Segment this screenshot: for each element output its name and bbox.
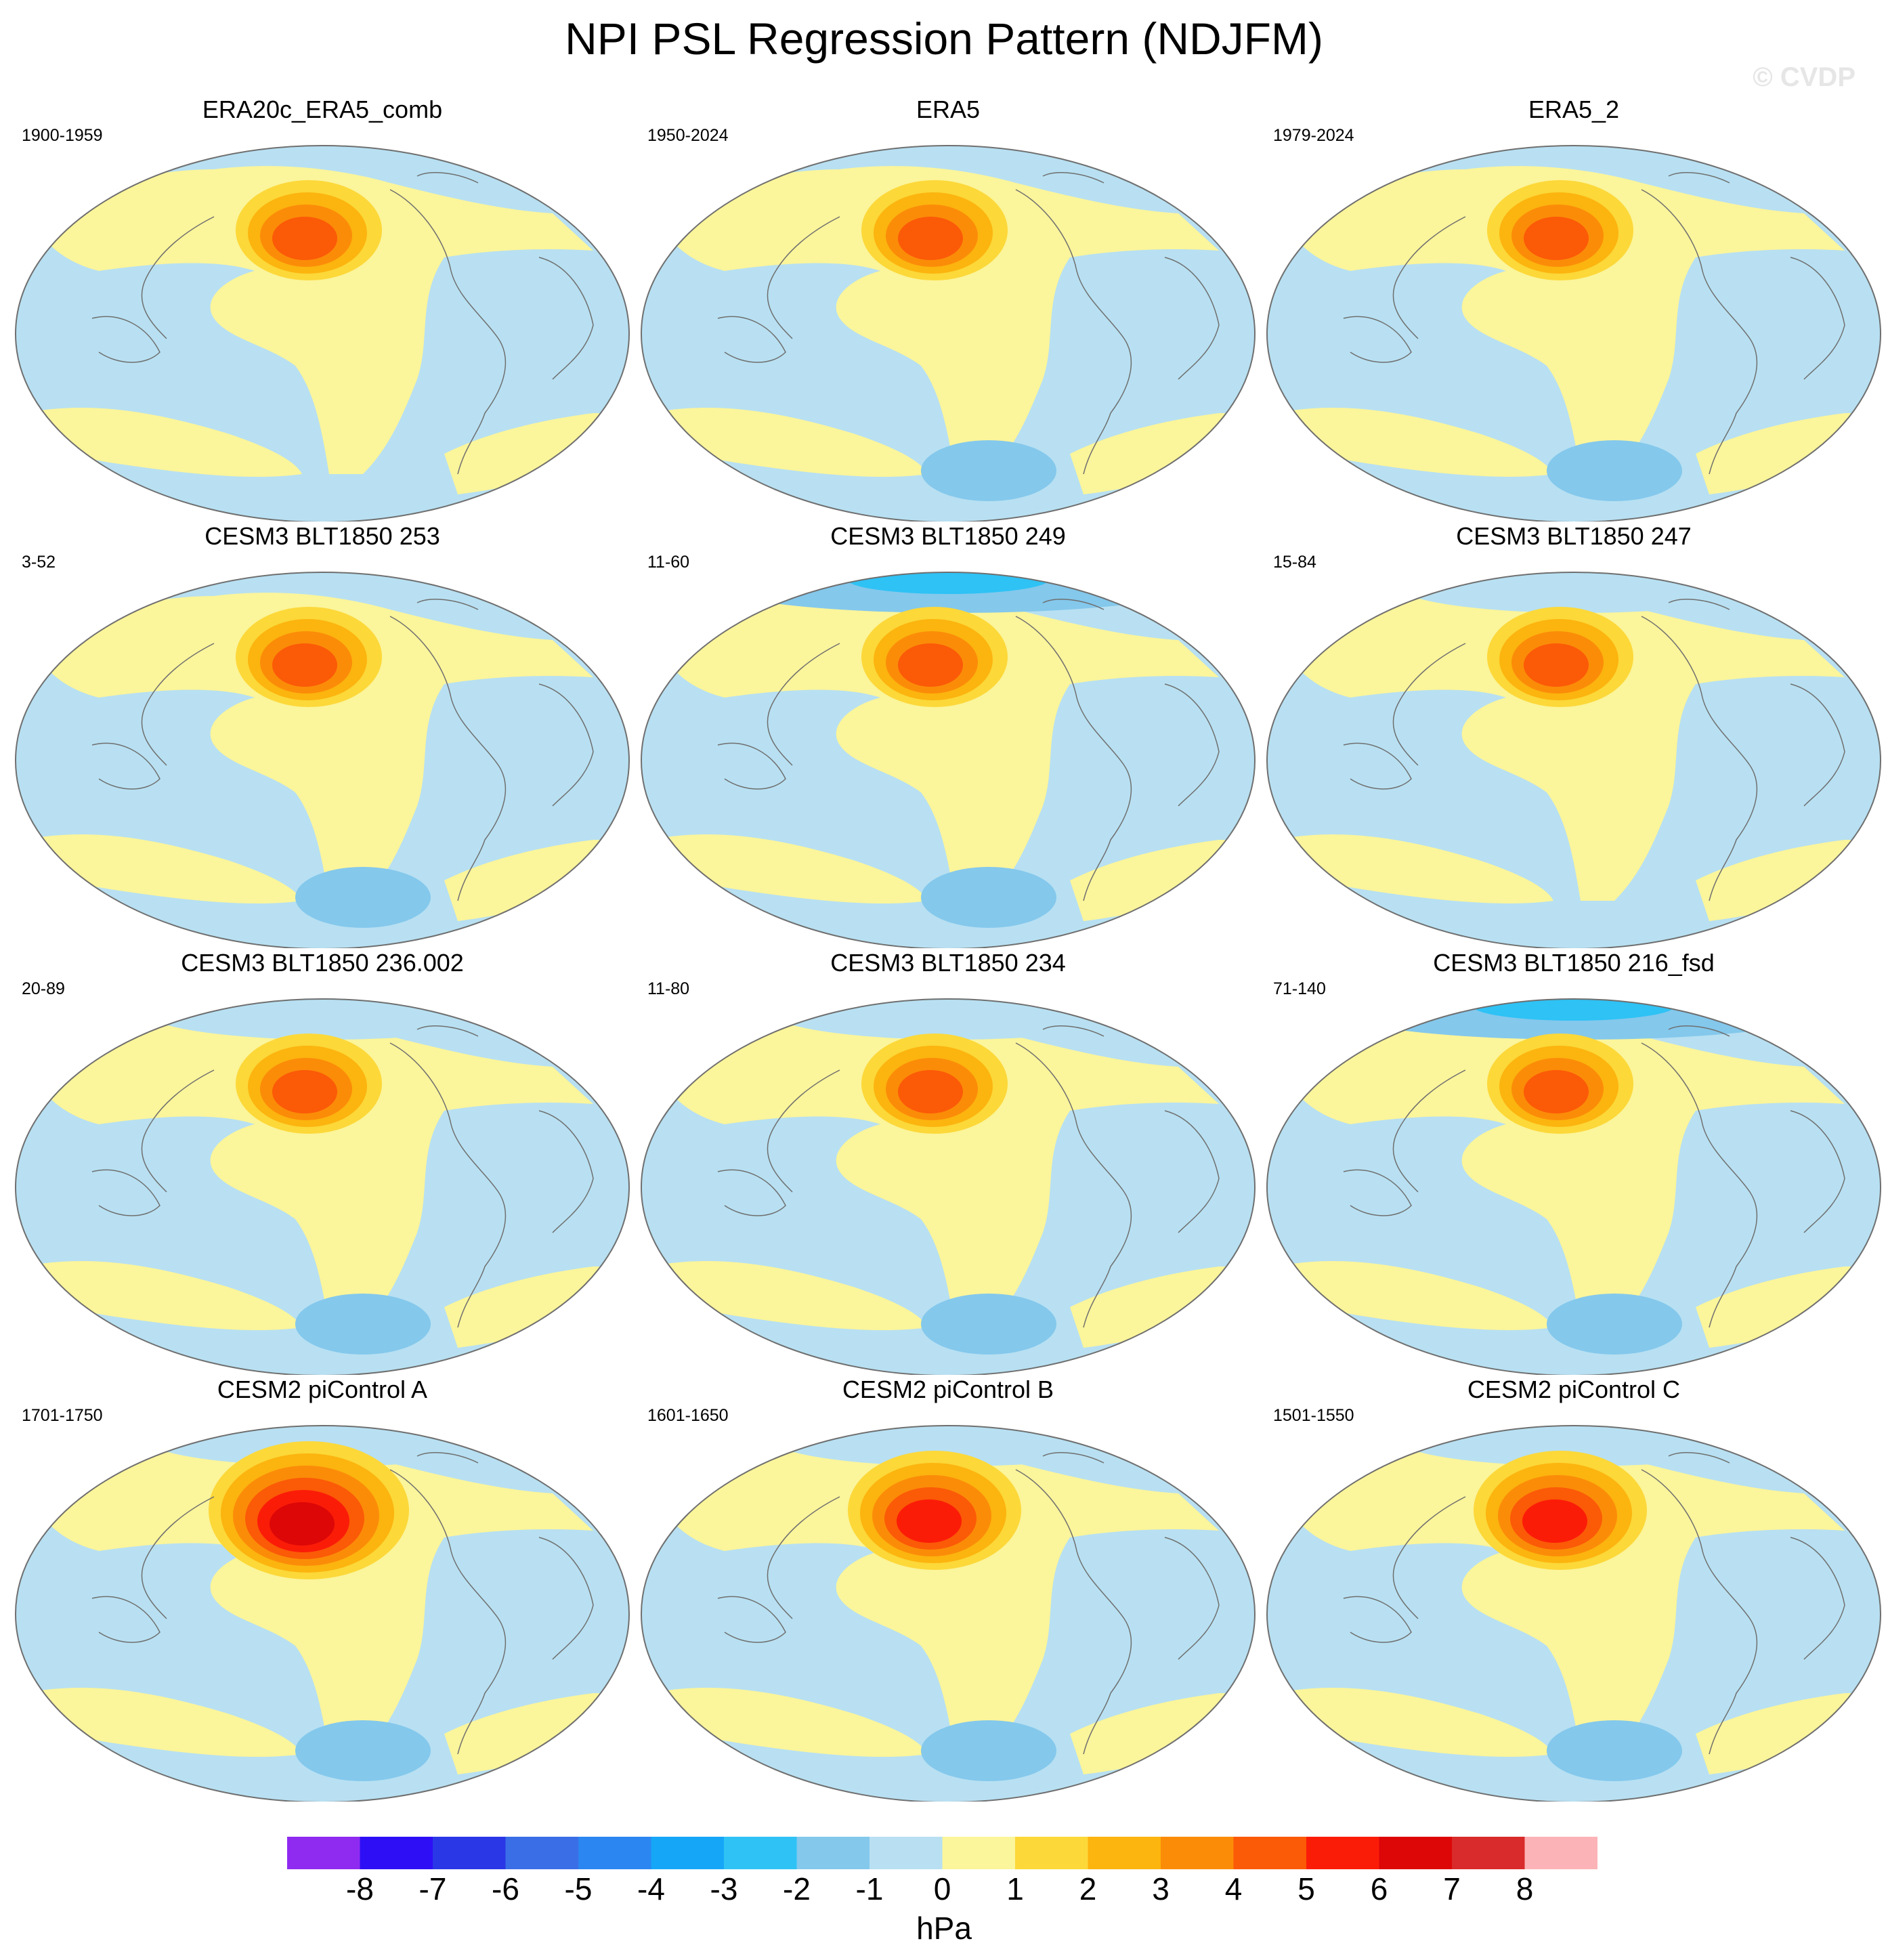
colorbar-box [287, 1837, 360, 1869]
panel-year-range: 20-89 [22, 979, 65, 998]
colorbar-tick-label: 1 [1006, 1871, 1024, 1906]
colorbar-tick-label: -2 [783, 1871, 811, 1906]
colorbar-box [1161, 1837, 1234, 1869]
colorbar-box [724, 1837, 797, 1869]
robinson-map [1266, 998, 1881, 1375]
panel-year-range: 1979-2024 [1273, 126, 1354, 145]
panel-title: CESM2 piControl B [842, 1376, 1054, 1403]
panel-year-range: 15-84 [1273, 553, 1316, 572]
robinson-map [641, 145, 1256, 521]
map-panel: CESM2 piControl A 1701-1750 [11, 1375, 634, 1802]
map-panel: ERA20c_ERA5_comb 1900-1959 [11, 95, 634, 521]
colorbar-tick-label: -1 [855, 1871, 884, 1906]
robinson-map [641, 572, 1256, 948]
colorbar-tick-label: -4 [637, 1871, 665, 1906]
colorbar-box [578, 1837, 651, 1869]
colorbar-box [1524, 1837, 1597, 1869]
figure-title: NPI PSL Regression Pattern (NDJFM) [565, 14, 1323, 64]
panel-year-range: 1900-1959 [22, 126, 103, 145]
panel-title: ERA20c_ERA5_comb [202, 95, 443, 123]
colorbar-tick-label: 7 [1443, 1871, 1461, 1906]
panel-title: ERA5 [916, 95, 981, 123]
colorbar-box [1379, 1837, 1452, 1869]
robinson-map [15, 998, 630, 1375]
map-panel: CESM2 piControl B 1601-1650 [637, 1375, 1260, 1802]
panel-title: CESM3 BLT1850 247 [1456, 522, 1692, 550]
panel-year-range: 1950-2024 [647, 126, 729, 145]
map-panel: CESM3 BLT1850 216_fsd 71-140 [1262, 948, 1885, 1375]
colorbar-box [1306, 1837, 1379, 1869]
colorbar-tick-label: 8 [1516, 1871, 1534, 1906]
map-panel: CESM3 BLT1850 236.002 20-89 [11, 948, 634, 1375]
colorbar-box [651, 1837, 724, 1869]
colorbar-box [1233, 1837, 1306, 1869]
map-panel: CESM3 BLT1850 247 15-84 [1262, 521, 1885, 948]
colorbar-box [796, 1837, 870, 1869]
colorbar-box [360, 1837, 433, 1869]
robinson-map [15, 1425, 630, 1802]
colorbar [287, 1837, 1597, 1869]
panel-year-range: 11-80 [647, 979, 690, 998]
panel-year-range: 1701-1750 [22, 1406, 103, 1425]
panel-year-range: 3-52 [22, 553, 56, 572]
panel-title: CESM2 piControl A [217, 1376, 428, 1403]
panel-title: CESM3 BLT1850 216_fsd [1433, 949, 1715, 977]
map-panel: CESM2 piControl C 1501-1550 [1262, 1375, 1885, 1802]
panel-title: CESM3 BLT1850 234 [830, 949, 1066, 977]
colorbar-tick-label: 6 [1370, 1871, 1388, 1906]
colorbar-tick-label: -8 [346, 1871, 374, 1906]
colorbar-unit: hPa [916, 1911, 972, 1946]
panel-year-range: 1601-1650 [647, 1406, 729, 1425]
colorbar-tick-label: -5 [564, 1871, 593, 1906]
panel-title: CESM3 BLT1850 236.002 [181, 949, 464, 977]
colorbar-tick-label: 0 [933, 1871, 951, 1906]
colorbar-box [870, 1837, 943, 1869]
colorbar-tick-label: 3 [1152, 1871, 1170, 1906]
colorbar-box [942, 1837, 1015, 1869]
panel-year-range: 71-140 [1273, 979, 1326, 998]
colorbar-tick-label: -6 [492, 1871, 519, 1906]
robinson-map [641, 1425, 1256, 1802]
robinson-map [1266, 572, 1881, 948]
map-panel: CESM3 BLT1850 249 11-60 [637, 521, 1260, 948]
colorbar-box [1452, 1837, 1525, 1869]
colorbar-box [1015, 1837, 1088, 1869]
map-panel: ERA5_2 1979-2024 [1262, 95, 1885, 521]
panel-title: CESM3 BLT1850 249 [830, 522, 1066, 550]
panel-year-range: 1501-1550 [1273, 1406, 1354, 1425]
robinson-map [641, 998, 1256, 1375]
colorbar-box [433, 1837, 506, 1869]
colorbar-box [505, 1837, 578, 1869]
robinson-map [1266, 1425, 1881, 1802]
map-panel: ERA5 1950-2024 [637, 95, 1260, 521]
robinson-map [1266, 145, 1881, 521]
watermark: © CVDP [1753, 62, 1855, 92]
colorbar-tick-label: 4 [1224, 1871, 1243, 1906]
colorbar-box [1088, 1837, 1161, 1869]
colorbar-tick-label: -3 [710, 1871, 738, 1906]
panel-year-range: 11-60 [647, 553, 690, 572]
panel-title: CESM2 piControl C [1467, 1376, 1681, 1403]
colorbar-tick-label: 5 [1297, 1871, 1315, 1906]
map-panel: CESM3 BLT1850 234 11-80 [637, 948, 1260, 1375]
robinson-map [15, 145, 630, 521]
panel-title: CESM3 BLT1850 253 [205, 522, 440, 550]
panel-title: ERA5_2 [1528, 95, 1620, 123]
colorbar-tick-label: -7 [419, 1871, 447, 1906]
robinson-map [15, 572, 630, 948]
colorbar-tick-label: 2 [1079, 1871, 1097, 1906]
map-panel: CESM3 BLT1850 253 3-52 [11, 521, 634, 948]
